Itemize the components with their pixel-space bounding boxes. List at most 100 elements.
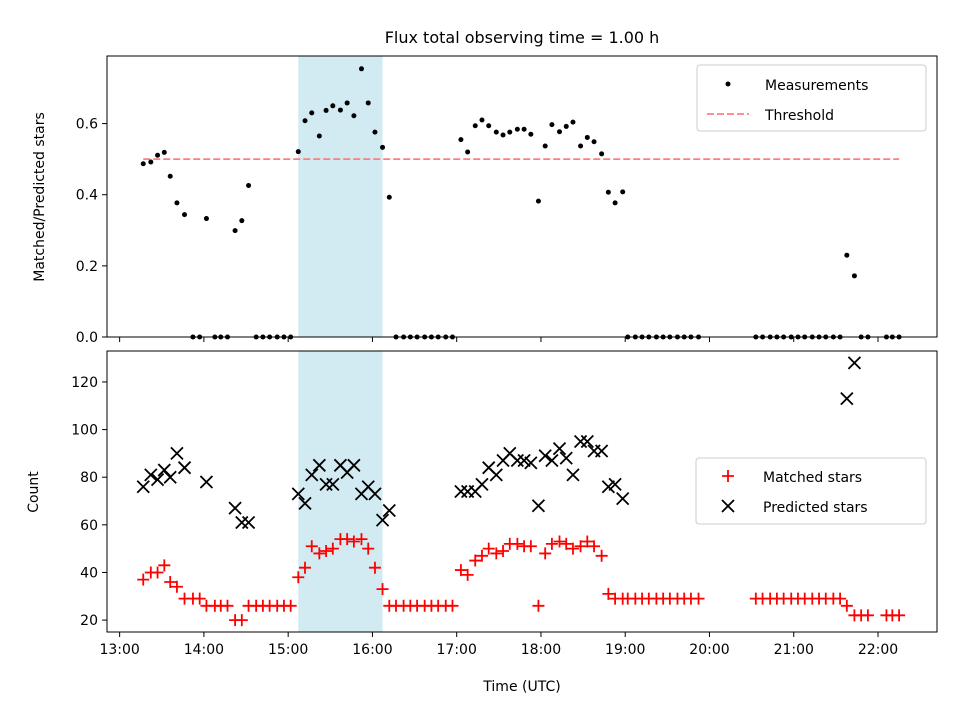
predicted-star-point bbox=[368, 487, 382, 501]
matched-star-point bbox=[475, 549, 488, 562]
predicted-star-point bbox=[177, 461, 192, 475]
measurement-point bbox=[161, 149, 167, 155]
predicted-star-point bbox=[235, 515, 249, 530]
matched-star-point bbox=[292, 571, 305, 584]
predicted-star-point bbox=[566, 468, 580, 482]
top-legend-box bbox=[696, 64, 927, 132]
x-tick-label: 13:00 bbox=[99, 642, 139, 658]
measurement-point bbox=[578, 143, 584, 149]
matched-star-point bbox=[524, 540, 537, 553]
matched-star-point bbox=[893, 609, 906, 622]
matched-star-point bbox=[158, 559, 171, 572]
measurement-point bbox=[182, 212, 188, 218]
legend-matched-marker bbox=[722, 470, 734, 482]
y-tick-label: 20 bbox=[80, 613, 98, 629]
measurement-point bbox=[323, 107, 329, 113]
measurement-point bbox=[337, 107, 343, 113]
measurement-point bbox=[316, 133, 322, 139]
matched-star-point bbox=[602, 587, 615, 600]
measurement-point bbox=[232, 228, 238, 234]
ratio-panel: 0.0 0.2 0.4 0.6 Matched/Predicted stars Mea… bbox=[32, 55, 938, 346]
bottom-legend: Matched stars Predicted stars bbox=[695, 457, 927, 525]
predicted-star-point bbox=[580, 434, 594, 449]
top-legend: Measurements Threshold bbox=[696, 64, 927, 132]
predicted-star-point bbox=[136, 480, 150, 494]
measurement-point bbox=[167, 173, 173, 179]
count-points bbox=[136, 356, 906, 627]
predicted-star-point bbox=[375, 513, 390, 527]
matched-star-point bbox=[341, 533, 354, 546]
predicted-star-point bbox=[475, 477, 489, 491]
y-tick-label: 60 bbox=[80, 518, 98, 534]
measurement-point bbox=[542, 143, 548, 149]
measurement-point bbox=[549, 122, 555, 128]
x-tick-label: 22:00 bbox=[858, 642, 898, 658]
matched-star-point bbox=[482, 542, 495, 555]
predicted-star-point bbox=[163, 470, 177, 484]
matched-star-point bbox=[588, 540, 601, 553]
measurement-point bbox=[500, 132, 506, 138]
measurement-point bbox=[365, 100, 371, 106]
legend-threshold-label: Threshold bbox=[764, 108, 834, 124]
measurement-point bbox=[605, 189, 611, 195]
matched-star-point bbox=[490, 547, 503, 560]
measurement-point bbox=[246, 182, 252, 188]
measurement-point bbox=[514, 126, 520, 132]
predicted-star-point bbox=[559, 451, 573, 465]
predicted-star-point bbox=[454, 484, 468, 499]
predicted-star-point bbox=[608, 477, 622, 491]
matched-star-point bbox=[595, 549, 608, 562]
bottom-legend-box bbox=[695, 457, 927, 525]
highlight-span bbox=[298, 351, 383, 632]
chart-title: Flux total observing time = 1.00 h bbox=[385, 28, 660, 47]
predicted-star-point bbox=[616, 492, 630, 506]
matched-star-point bbox=[532, 599, 545, 612]
predicted-star-point bbox=[150, 472, 165, 487]
count-panel: 13:00 14:00 15:00 16:00 17:00 18:00 19:00 20:00… bbox=[26, 350, 938, 695]
legend-predicted-marker bbox=[721, 499, 735, 513]
measurement-point bbox=[458, 137, 464, 143]
predicted-star-point bbox=[847, 356, 862, 370]
matched-star-point bbox=[566, 542, 579, 555]
measurement-point bbox=[309, 110, 315, 116]
x-tick-label: 21:00 bbox=[774, 642, 814, 658]
matched-star-point bbox=[539, 547, 552, 560]
predicted-star-point bbox=[382, 503, 396, 518]
predicted-star-point bbox=[291, 487, 305, 501]
matched-star-point bbox=[355, 533, 368, 546]
predicted-star-point bbox=[545, 453, 559, 468]
matched-star-point bbox=[305, 540, 318, 553]
matched-star-point bbox=[581, 535, 594, 548]
predicted-star-point bbox=[573, 434, 588, 449]
matched-star-point bbox=[840, 599, 853, 612]
measurement-point bbox=[344, 100, 350, 106]
matched-star-point bbox=[151, 566, 164, 579]
top-plot-frame bbox=[106, 55, 938, 338]
measurement-point bbox=[372, 129, 378, 135]
measurement-point bbox=[155, 152, 161, 158]
measurement-point bbox=[148, 159, 154, 165]
measurement-point bbox=[358, 66, 364, 72]
measurement-point bbox=[584, 134, 590, 140]
measurement-point bbox=[570, 119, 576, 125]
measurement-point bbox=[563, 123, 569, 129]
y-tick-label: 120 bbox=[71, 375, 98, 391]
top-y-axis-label: Matched/Predicted stars bbox=[32, 112, 48, 282]
measurement-point bbox=[472, 123, 478, 129]
predicted-star-point bbox=[144, 468, 158, 482]
matched-star-point bbox=[497, 545, 510, 558]
legend-measurements-label: Measurements bbox=[765, 78, 868, 94]
matched-star-point bbox=[284, 599, 297, 612]
predicted-star-point bbox=[552, 441, 567, 456]
legend-measurements-marker bbox=[725, 81, 731, 87]
legend-matched-label: Matched stars bbox=[763, 470, 862, 486]
matched-star-point bbox=[137, 573, 150, 586]
matched-star-point bbox=[861, 609, 874, 622]
y-tick-label: 80 bbox=[80, 470, 98, 486]
matched-star-point bbox=[376, 583, 389, 596]
measurement-point bbox=[140, 161, 146, 167]
legend-predicted-label: Predicted stars bbox=[763, 500, 868, 516]
y-tick-label: 0.4 bbox=[76, 188, 98, 204]
y-tick-label: 0.2 bbox=[76, 259, 98, 275]
predicted-star-point bbox=[594, 444, 609, 458]
